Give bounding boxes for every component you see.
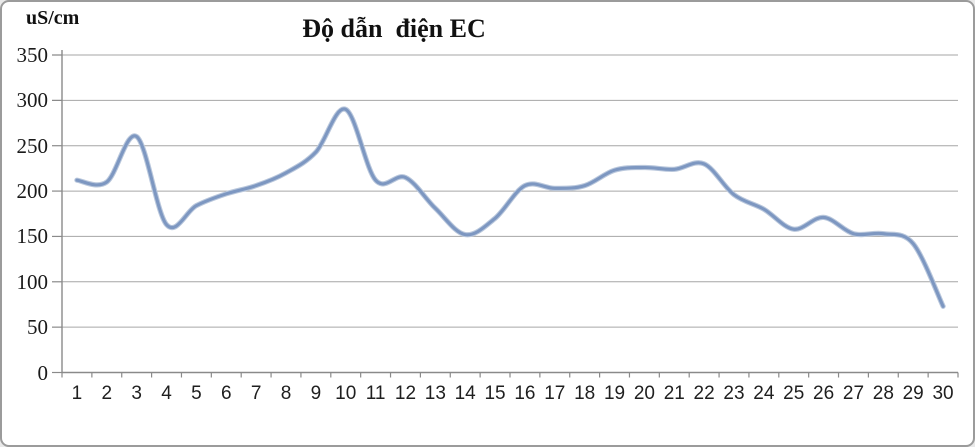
x-tick-label: 24 (753, 382, 775, 404)
ec-line-halo (74, 106, 946, 309)
x-tick-label: 22 (693, 382, 715, 404)
y-tick-label: 300 (16, 88, 49, 113)
x-tick-label: 9 (310, 382, 322, 404)
x-tick-label: 7 (250, 382, 262, 404)
y-tick-label: 150 (16, 224, 49, 249)
y-axis-unit-label: uS/cm (26, 7, 80, 29)
x-tick-label: 6 (220, 382, 232, 404)
x-tick-label: 17 (544, 382, 566, 404)
y-tick-label: 50 (27, 315, 48, 340)
chart-title: Độ dẫn điện EC (302, 14, 486, 43)
x-tick-label: 29 (902, 382, 924, 404)
y-tick-label: 350 (16, 43, 49, 67)
x-tick-label: 14 (454, 382, 476, 404)
y-tick-label: 0 (37, 360, 49, 385)
x-tick-label: 5 (191, 382, 202, 404)
x-tick-label: 11 (365, 382, 386, 404)
x-tick-label: 27 (842, 382, 865, 404)
x-tick-label: 16 (514, 382, 536, 404)
x-tick-label: 15 (484, 382, 506, 404)
x-tick-label: 13 (424, 382, 446, 404)
x-tick-label: 18 (574, 382, 596, 404)
x-tick-label: 10 (335, 382, 357, 404)
x-tick-label: 25 (783, 382, 805, 404)
x-tick-label: 21 (663, 382, 685, 404)
x-tick-label: 30 (932, 382, 954, 404)
x-tick-label: 20 (633, 382, 655, 404)
x-tick-label: 19 (603, 382, 626, 404)
x-tick-label: 3 (131, 382, 142, 404)
x-tick-label: 26 (813, 382, 835, 404)
x-tick-label: 12 (394, 382, 417, 404)
ec-line (75, 107, 945, 308)
x-tick-label: 2 (101, 382, 113, 404)
y-tick-label: 100 (16, 269, 49, 294)
x-tick-label: 23 (723, 382, 745, 404)
x-tick-label: 1 (71, 382, 83, 404)
y-tick-label: 200 (16, 179, 49, 204)
y-tick-label: 250 (16, 133, 49, 158)
x-tick-label: 4 (161, 382, 172, 404)
x-tick-label: 8 (280, 382, 292, 404)
x-tick-label: 28 (872, 382, 894, 404)
